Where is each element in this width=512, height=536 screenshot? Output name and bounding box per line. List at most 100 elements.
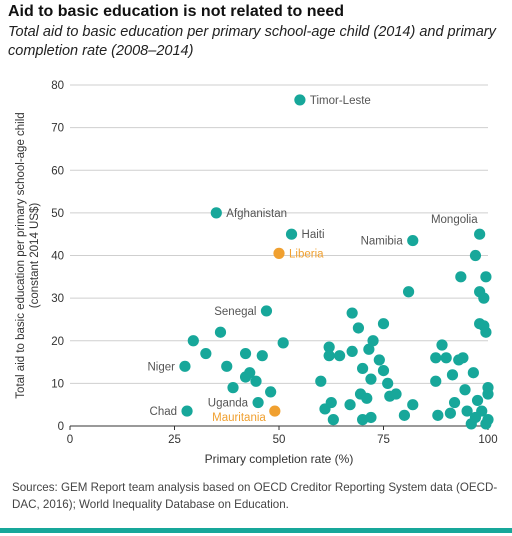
data-point xyxy=(474,228,486,240)
data-point xyxy=(227,382,239,394)
data-point xyxy=(334,350,346,362)
data-point xyxy=(365,373,377,385)
data-point xyxy=(398,409,410,421)
y-tick-label: 50 xyxy=(51,208,64,220)
data-point xyxy=(390,388,402,400)
data-point xyxy=(471,394,484,407)
data-point xyxy=(457,352,469,364)
data-point xyxy=(273,247,285,259)
y-tick-label: 70 xyxy=(51,123,64,135)
point-annotation: Mauritania xyxy=(212,412,266,424)
chart-subtitle: Total aid to basic education per primary… xyxy=(8,24,496,59)
gridlines xyxy=(70,84,488,384)
data-point xyxy=(265,386,277,398)
x-tick-label: 50 xyxy=(273,434,286,446)
point-annotation: Liberia xyxy=(289,248,324,260)
country-labels: Timor-Leste Afghanistan Haiti Liberia Mongol… xyxy=(147,95,478,424)
data-point xyxy=(440,352,452,364)
data-point xyxy=(250,375,262,387)
y-axis-label-line: Total aid to basic education per primary… xyxy=(15,112,27,398)
x-axis-ticks: 0 25 50 75 100 xyxy=(67,426,498,446)
point-annotation: Haiti xyxy=(302,229,325,241)
data-point xyxy=(323,341,335,353)
data-point xyxy=(430,352,442,364)
sources-note: Sources: GEM Report team analysis based … xyxy=(12,481,498,511)
data-point xyxy=(407,399,419,411)
data-point xyxy=(476,405,488,417)
data-point xyxy=(346,307,358,319)
data-point xyxy=(277,337,289,349)
data-point xyxy=(294,94,306,106)
data-point xyxy=(480,271,492,283)
y-tick-label: 0 xyxy=(58,421,64,433)
data-point xyxy=(344,399,356,411)
data-point xyxy=(315,375,327,387)
x-tick-label: 100 xyxy=(478,434,497,446)
data-point xyxy=(181,405,193,417)
point-annotation: Namibia xyxy=(361,236,404,248)
data-point xyxy=(252,396,264,409)
data-point xyxy=(325,396,337,409)
data-point xyxy=(430,375,442,387)
x-tick-label: 75 xyxy=(377,434,390,446)
point-annotation: Uganda xyxy=(208,398,249,410)
data-point xyxy=(478,292,490,304)
data-point xyxy=(221,360,233,372)
data-point xyxy=(377,318,390,330)
data-point xyxy=(210,207,222,219)
data-point xyxy=(187,335,199,347)
data-point xyxy=(327,414,339,426)
y-tick-label: 80 xyxy=(51,80,64,92)
y-axis-ticks: 0 10 20 30 40 50 60 70 80 xyxy=(51,80,64,433)
scatter-chart: 0 25 50 75 100 0 10 20 30 40 50 60 70 80 Primary com… xyxy=(15,80,498,466)
x-tick-label: 25 xyxy=(168,434,181,446)
data-point xyxy=(367,335,379,347)
y-tick-label: 60 xyxy=(51,165,64,177)
data-point xyxy=(200,347,212,360)
data-point xyxy=(244,367,256,379)
point-annotation: Niger xyxy=(147,361,175,373)
data-point xyxy=(482,414,494,426)
data-point xyxy=(402,286,415,298)
data-point xyxy=(373,354,385,366)
y-axis-label-line: (constant 2014 US$) xyxy=(29,203,41,309)
point-annotation: Mongolia xyxy=(431,214,478,226)
data-point xyxy=(214,326,227,338)
point-annotation: Timor-Leste xyxy=(310,95,371,107)
data-point xyxy=(469,249,482,262)
data-point xyxy=(436,339,448,351)
y-tick-label: 30 xyxy=(51,293,64,305)
data-point xyxy=(239,347,252,360)
data-point xyxy=(446,369,459,381)
data-point xyxy=(482,388,494,400)
point-annotation: Senegal xyxy=(214,306,256,318)
data-point xyxy=(352,322,365,334)
data-point xyxy=(323,350,335,362)
data-point xyxy=(467,367,479,379)
data-point xyxy=(377,364,390,377)
data-point xyxy=(363,343,375,355)
y-tick-label: 40 xyxy=(51,251,64,263)
y-tick-label: 20 xyxy=(51,336,64,348)
data-point xyxy=(455,271,467,283)
data-point xyxy=(357,362,369,375)
data-point xyxy=(179,360,191,372)
x-axis-label: Primary completion rate (%) xyxy=(205,452,354,466)
y-tick-label: 10 xyxy=(51,378,64,390)
data-point xyxy=(444,407,456,419)
data-point xyxy=(407,234,419,247)
data-point xyxy=(256,350,268,362)
data-point xyxy=(357,414,369,426)
data-point xyxy=(432,409,444,421)
data-point xyxy=(459,384,471,396)
data-point xyxy=(365,411,377,424)
point-annotation: Afghanistan xyxy=(226,208,287,220)
data-point xyxy=(269,405,281,417)
data-point xyxy=(260,305,273,317)
data-point xyxy=(461,405,473,417)
point-annotation: Chad xyxy=(150,406,178,418)
x-tick-label: 0 xyxy=(67,434,73,446)
bottom-rule xyxy=(0,528,512,533)
y-axis-label: Total aid to basic education per primary… xyxy=(15,112,41,398)
data-points xyxy=(179,94,494,430)
